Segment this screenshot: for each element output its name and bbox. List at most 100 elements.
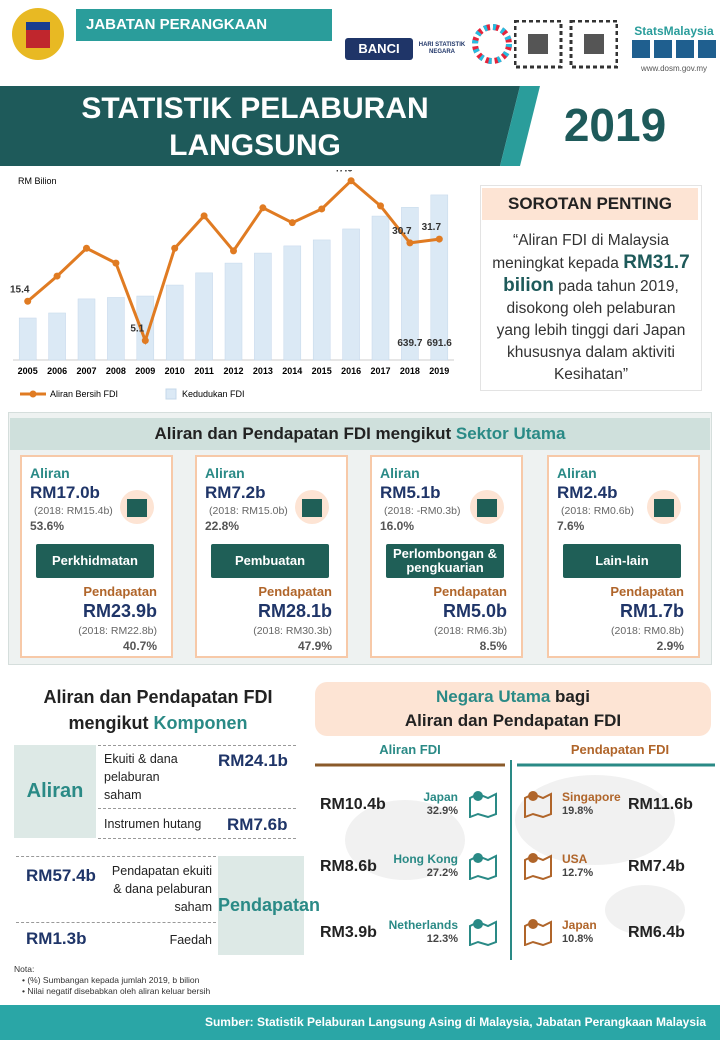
- country-share: 12.7%: [562, 867, 594, 879]
- component-value: RM1.3b: [26, 929, 87, 948]
- country-name: Hong Kong: [393, 852, 458, 866]
- legend-label: Aliran Bersih FDI: [50, 389, 118, 399]
- income-heading: Pendapatan FDI: [570, 742, 670, 757]
- divider: [98, 745, 296, 746]
- component-value: RM7.6b: [227, 815, 288, 834]
- crest-band: [26, 22, 50, 30]
- map-pin: [473, 853, 483, 863]
- country-value: RM11.6b: [628, 796, 693, 813]
- income-previous: (2018: RM22.8b): [78, 625, 157, 637]
- legend-swatch: [165, 388, 177, 400]
- x-tick-label: 2012: [223, 366, 243, 376]
- divider: [98, 838, 296, 839]
- point: [318, 205, 326, 213]
- highlight-box: [480, 185, 702, 391]
- x-tick-label: 2013: [253, 366, 273, 376]
- flow-previous: (2018: RM15.0b): [209, 505, 288, 517]
- flow-share: 53.6%: [30, 519, 65, 533]
- income-label: Pendapatan: [218, 856, 320, 955]
- income-label: Pendapatan: [258, 584, 332, 599]
- flow-label: Aliran: [557, 465, 597, 481]
- title-band: [0, 86, 540, 166]
- country-value: RM3.9b: [320, 924, 377, 941]
- sector-icon: [647, 490, 681, 524]
- social-icons: [632, 40, 716, 58]
- x-tick-label: 2017: [370, 366, 390, 376]
- income-value: RM28.1b: [257, 601, 332, 621]
- flow-value: RM2.4b: [557, 483, 618, 502]
- point: [406, 239, 414, 247]
- icon: [676, 40, 694, 58]
- map-pin: [528, 791, 538, 801]
- point: [435, 235, 443, 243]
- country-share: 12.3%: [426, 933, 458, 945]
- point: [53, 272, 61, 280]
- title-line: ASING (FDI) DI MALAYSIA: [68, 166, 442, 199]
- divider: [16, 856, 216, 857]
- legend-label: Kedudukan FDI: [182, 389, 245, 399]
- divider: [98, 808, 296, 809]
- flow-previous: (2018: RM15.4b): [34, 505, 113, 517]
- x-tick-label: 2014: [282, 366, 302, 376]
- point-label: 31.7: [422, 222, 442, 233]
- country-name: Netherlands: [388, 918, 458, 932]
- highlight-quote: “Aliran FDI di Malaysia meningkat kepada…: [488, 230, 694, 386]
- bar: [107, 297, 125, 361]
- country-name: Japan: [562, 918, 597, 932]
- income-share: 2.9%: [656, 639, 684, 653]
- bar: [77, 298, 96, 361]
- bar-label: 639.7: [397, 338, 422, 349]
- flow-value: RM17.0b: [30, 483, 100, 502]
- title-line: STATISTIK PELABURAN LANGSUNG: [81, 92, 429, 162]
- map-icon: [524, 919, 552, 946]
- flow-heading: Aliran FDI: [379, 742, 441, 757]
- point-label: 15.4: [10, 284, 30, 295]
- component-title-emphasis: Komponen: [153, 713, 248, 733]
- sector-name: Perkhidmatan: [36, 544, 154, 578]
- quote-emphasis: RM31.7 bilion: [503, 252, 690, 296]
- income-share: 47.9%: [297, 639, 332, 653]
- flow-label: Aliran: [30, 465, 70, 481]
- country-title-text: bagi: [555, 687, 590, 706]
- bar: [224, 262, 243, 361]
- note-text: (%) Sumbangan kepada jumlah 2019, b bili…: [27, 975, 200, 985]
- sector-name: Perlombongan & pengkuarian: [386, 544, 504, 578]
- website: www.dosm.gov.my: [640, 64, 708, 73]
- icon: [632, 40, 650, 58]
- component-value: RM24.1b: [218, 751, 288, 770]
- note: • (%) Sumbangan kepada jumlah 2019, b bi…: [22, 975, 200, 985]
- country-name: Singapore: [562, 790, 621, 804]
- flow-share: 22.8%: [205, 519, 240, 533]
- map-shape: [515, 775, 675, 865]
- icon-shape: [654, 499, 674, 517]
- point: [288, 219, 296, 227]
- map-pin: [528, 919, 538, 929]
- x-tick-label: 2009: [135, 366, 155, 376]
- qr-code: [569, 20, 618, 69]
- map-icon: [524, 853, 552, 880]
- point: [377, 202, 384, 210]
- x-tick-label: 2019: [429, 366, 449, 376]
- point: [24, 297, 32, 305]
- sector-title: Aliran dan Pendapatan FDI mengikut Sekto…: [10, 418, 710, 450]
- bar: [283, 245, 302, 361]
- icon-shape: [302, 499, 322, 517]
- country-value: RM7.4b: [628, 858, 685, 875]
- legend-dot: [29, 390, 37, 398]
- point: [141, 337, 149, 345]
- flow-label: Aliran: [14, 745, 96, 838]
- sector-title-emphasis: Sektor Utama: [455, 424, 566, 443]
- divider: [16, 922, 216, 923]
- sdg-ring: [472, 24, 512, 64]
- sector-icon: [470, 490, 504, 524]
- icon-shape: [127, 499, 147, 517]
- bar: [312, 239, 331, 361]
- sector-card: Aliran RM2.4b (2018: RM0.6b) 7.6% Lain-lain P…: [547, 455, 700, 658]
- bar: [195, 272, 213, 361]
- x-tick-label: 2006: [47, 366, 67, 376]
- point-label: 30.7: [392, 226, 412, 237]
- bar: [254, 252, 272, 361]
- income-value: RM1.7b: [619, 601, 684, 621]
- component-title-text: mengikut: [68, 713, 149, 733]
- point: [347, 177, 355, 185]
